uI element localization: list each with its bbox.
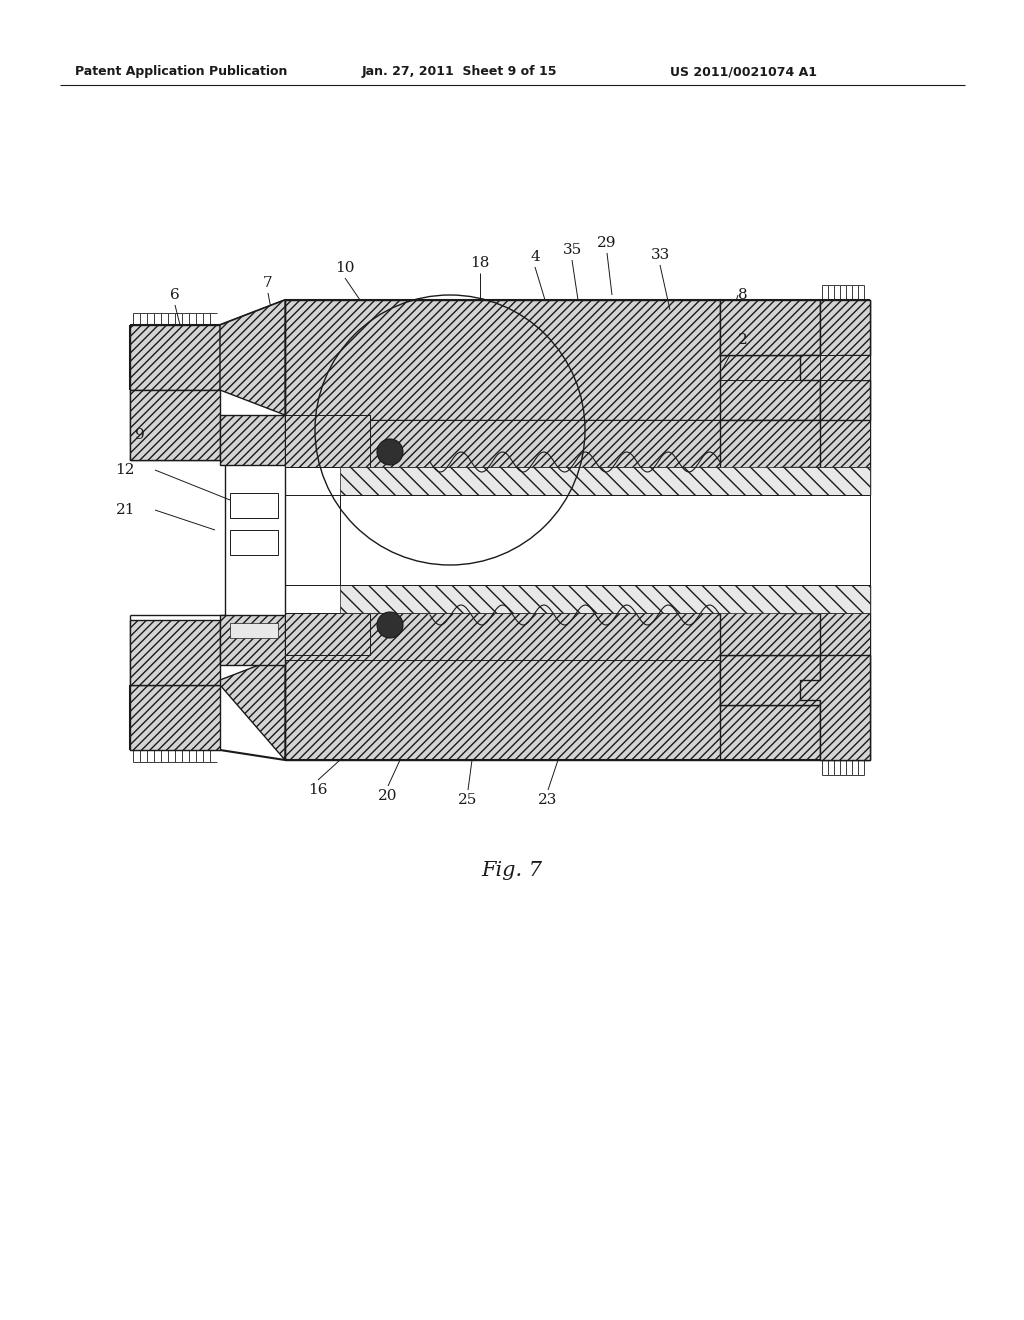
Bar (220, 414, 285, 465)
Text: 16: 16 (308, 783, 328, 797)
Polygon shape (720, 585, 820, 655)
Text: 6: 6 (170, 288, 180, 302)
Polygon shape (720, 655, 820, 705)
Circle shape (377, 612, 403, 638)
Polygon shape (220, 300, 285, 414)
Text: 25: 25 (459, 793, 477, 807)
Bar (340, 467, 870, 495)
Text: 20: 20 (378, 789, 397, 803)
Text: 35: 35 (562, 243, 582, 257)
Bar (285, 420, 870, 655)
Bar (220, 615, 285, 665)
Text: 9: 9 (135, 428, 145, 442)
Text: 7: 7 (263, 276, 272, 290)
Text: 21: 21 (116, 503, 135, 517)
Polygon shape (720, 300, 820, 355)
Bar (340, 495, 870, 585)
Text: 29: 29 (597, 236, 616, 249)
Bar (285, 420, 870, 467)
Text: 18: 18 (470, 256, 489, 271)
Bar (130, 685, 220, 750)
Bar (285, 655, 870, 760)
Polygon shape (800, 300, 870, 420)
Bar (285, 300, 870, 420)
Text: US 2011/0021074 A1: US 2011/0021074 A1 (670, 66, 817, 78)
Text: 4: 4 (530, 249, 540, 264)
Bar (230, 531, 278, 554)
Bar (130, 325, 220, 389)
Text: 2: 2 (738, 333, 748, 347)
Polygon shape (800, 655, 870, 760)
Text: 33: 33 (650, 248, 670, 261)
Text: Fig. 7: Fig. 7 (481, 861, 543, 879)
Polygon shape (820, 355, 870, 380)
Polygon shape (285, 414, 370, 467)
Bar (340, 585, 870, 612)
Text: 23: 23 (539, 793, 558, 807)
Text: 8: 8 (738, 288, 748, 302)
Polygon shape (720, 420, 820, 495)
Text: - 14: - 14 (742, 480, 771, 495)
Polygon shape (220, 655, 285, 760)
Bar (230, 623, 278, 638)
Bar (230, 492, 278, 517)
Circle shape (377, 440, 403, 465)
Text: 12: 12 (116, 463, 135, 477)
Bar (285, 612, 870, 660)
Text: Patent Application Publication: Patent Application Publication (75, 66, 288, 78)
Bar (130, 620, 220, 685)
Text: Jan. 27, 2011  Sheet 9 of 15: Jan. 27, 2011 Sheet 9 of 15 (362, 66, 557, 78)
Bar (130, 389, 220, 459)
Text: 10: 10 (335, 261, 354, 275)
Polygon shape (285, 612, 370, 655)
